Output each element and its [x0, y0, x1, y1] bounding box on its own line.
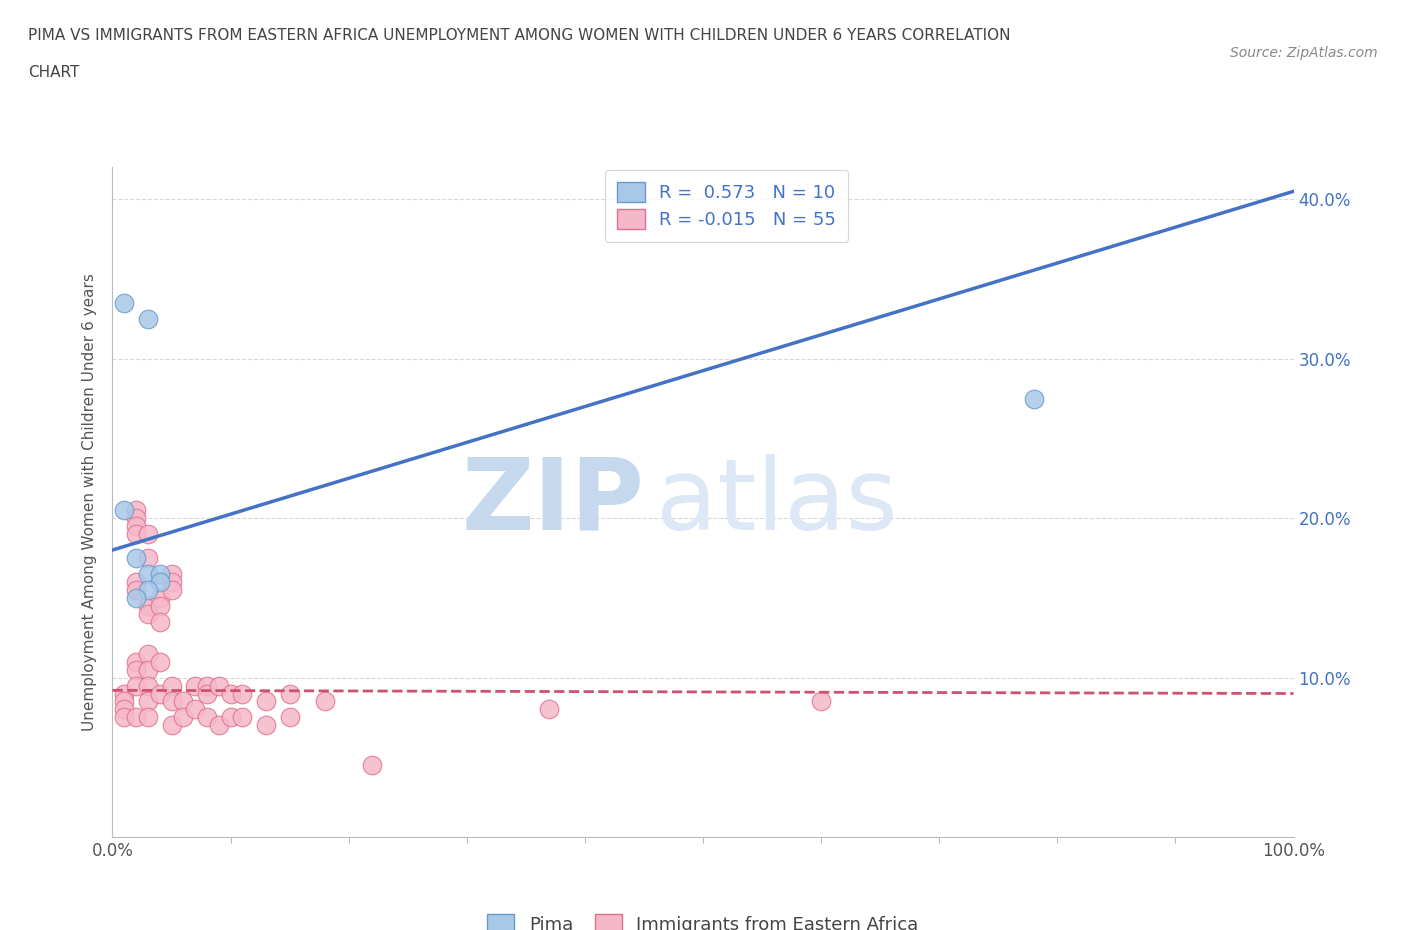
Point	[195, 678, 218, 693]
Point	[125, 519, 148, 534]
Point	[231, 686, 253, 701]
Legend: Pima, Immigrants from Eastern Africa: Pima, Immigrants from Eastern Africa	[472, 899, 934, 930]
Point	[219, 686, 242, 701]
Point	[314, 694, 336, 709]
Point	[160, 566, 183, 581]
Point	[278, 686, 301, 701]
Point	[136, 312, 159, 326]
Text: CHART: CHART	[28, 65, 80, 80]
Point	[136, 694, 159, 709]
Point	[125, 710, 148, 724]
Point	[125, 575, 148, 590]
Point	[208, 678, 231, 693]
Point	[184, 678, 207, 693]
Point	[160, 694, 183, 709]
Point	[112, 686, 135, 701]
Point	[112, 702, 135, 717]
Point	[1022, 392, 1045, 406]
Point	[160, 582, 183, 597]
Point	[195, 686, 218, 701]
Point	[538, 702, 561, 717]
Point	[136, 566, 159, 581]
Point	[136, 710, 159, 724]
Point	[149, 591, 172, 605]
Point	[136, 551, 159, 565]
Text: ZIP: ZIP	[461, 454, 644, 551]
Point	[136, 598, 159, 613]
Point	[219, 710, 242, 724]
Point	[149, 654, 172, 669]
Point	[125, 654, 148, 669]
Point	[149, 598, 172, 613]
Text: PIMA VS IMMIGRANTS FROM EASTERN AFRICA UNEMPLOYMENT AMONG WOMEN WITH CHILDREN UN: PIMA VS IMMIGRANTS FROM EASTERN AFRICA U…	[28, 28, 1011, 43]
Point	[149, 686, 172, 701]
Text: Source: ZipAtlas.com: Source: ZipAtlas.com	[1230, 46, 1378, 60]
Point	[231, 710, 253, 724]
Point	[184, 702, 207, 717]
Point	[149, 566, 172, 581]
Point	[136, 678, 159, 693]
Point	[112, 694, 135, 709]
Point	[125, 526, 148, 541]
Point	[125, 503, 148, 518]
Point	[810, 694, 832, 709]
Point	[136, 662, 159, 677]
Y-axis label: Unemployment Among Women with Children Under 6 years: Unemployment Among Women with Children U…	[82, 273, 97, 731]
Point	[160, 718, 183, 733]
Text: atlas: atlas	[655, 454, 897, 551]
Point	[172, 710, 194, 724]
Point	[136, 582, 159, 597]
Point	[125, 678, 148, 693]
Point	[195, 710, 218, 724]
Point	[112, 296, 135, 311]
Point	[136, 526, 159, 541]
Point	[112, 710, 135, 724]
Point	[160, 575, 183, 590]
Point	[254, 718, 277, 733]
Point	[361, 758, 384, 773]
Point	[172, 694, 194, 709]
Point	[125, 591, 148, 605]
Point	[149, 615, 172, 630]
Point	[160, 678, 183, 693]
Point	[254, 694, 277, 709]
Point	[149, 575, 172, 590]
Point	[125, 582, 148, 597]
Point	[125, 662, 148, 677]
Point	[136, 606, 159, 621]
Point	[125, 551, 148, 565]
Point	[125, 511, 148, 525]
Point	[278, 710, 301, 724]
Point	[208, 718, 231, 733]
Point	[112, 503, 135, 518]
Point	[136, 646, 159, 661]
